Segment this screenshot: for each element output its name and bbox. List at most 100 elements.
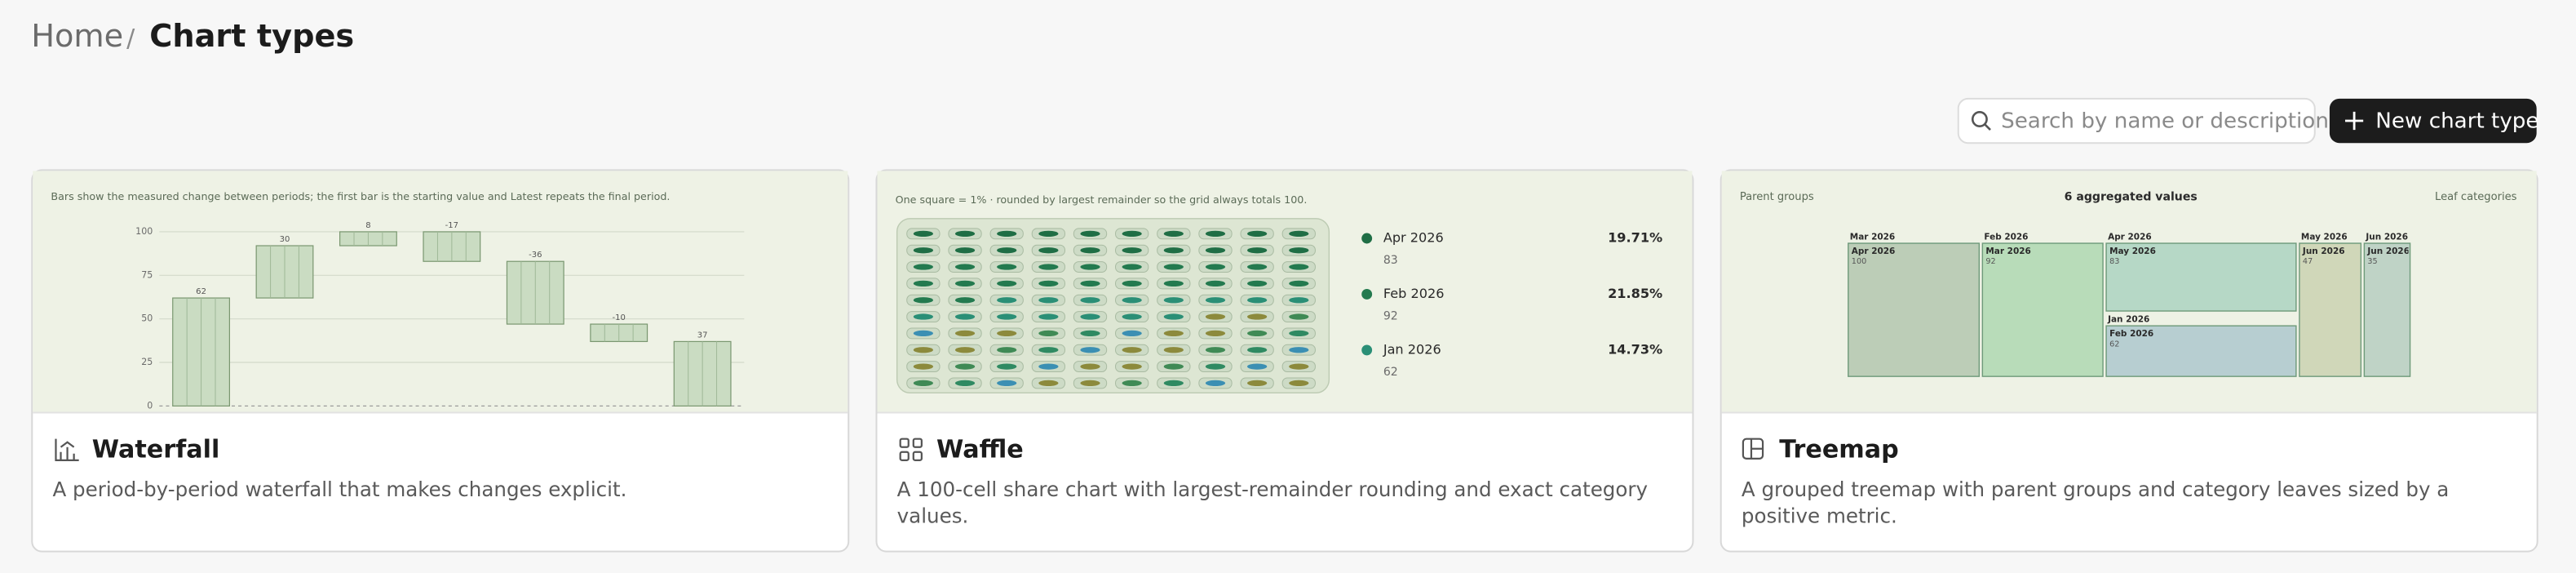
breadcrumb-current: Chart types — [149, 18, 354, 55]
leaf-value: 62 — [2109, 340, 2119, 349]
waffle-dot — [1038, 313, 1059, 320]
waffle-dot — [1122, 247, 1142, 254]
waffle-dot — [1163, 380, 1184, 387]
card-title: Waffle — [936, 435, 1024, 464]
button-label: New chart type — [2375, 109, 2538, 134]
legend-value: 62 — [1383, 366, 1398, 379]
waffle-dot — [1289, 313, 1309, 320]
waffle-dot — [1289, 363, 1309, 370]
group-label: Apr 2026 — [2108, 232, 2152, 242]
waffle-dot — [1163, 363, 1184, 370]
waffle-dot — [913, 380, 933, 387]
breadcrumb-home[interactable]: Home — [31, 18, 123, 55]
leaf — [1981, 242, 2104, 377]
waffle-dot — [1080, 363, 1100, 370]
search-placeholder: Search by name or description — [2001, 109, 2329, 134]
waffle-dot — [1080, 230, 1100, 237]
waffle-dot — [1080, 264, 1100, 270]
card-description-box: A 100-cell share chart with largest-rema… — [897, 478, 1648, 527]
chart-title: 6 aggregated values — [2065, 191, 2198, 204]
legend-share: 19.71% — [1608, 229, 1662, 245]
waffle-dot — [1163, 280, 1184, 286]
waffle-dot — [1247, 264, 1268, 270]
waffle-dot — [954, 297, 976, 304]
card-description-box: A period-by-period waterfall that makes … — [52, 478, 626, 501]
leaf — [2363, 242, 2411, 377]
waffle-icon — [899, 438, 923, 461]
waffle-dot — [954, 380, 976, 387]
leaf-value: 83 — [2109, 257, 2119, 266]
y-tick-label: 50 — [141, 313, 153, 324]
waffle-dot — [1080, 347, 1100, 353]
waffle-dot — [913, 264, 933, 270]
legend-share: 14.73% — [1608, 341, 1662, 357]
group-label: Jan 2026 — [2107, 315, 2149, 325]
leaf-label: May 2026 — [2109, 247, 2156, 256]
waffle-dot — [997, 230, 1017, 237]
legend-share: 21.85% — [1608, 286, 1662, 301]
waffle-dot — [1080, 330, 1100, 337]
leaf-value: 100 — [1852, 257, 1866, 266]
waffle-dot — [997, 247, 1017, 254]
card[interactable]: Waterfall A period-by-period waterfall t… — [31, 169, 850, 553]
search-icon — [1984, 123, 1991, 131]
waffle-dot — [1038, 297, 1059, 304]
waffle-dot — [1122, 230, 1142, 237]
waffle-dot — [1038, 330, 1059, 337]
waffle-dot — [1122, 264, 1142, 270]
card-description: A grouped treemap with parent groups and… — [1741, 478, 2450, 528]
y-tick-label: 0 — [147, 400, 153, 411]
waffle-dot — [1163, 264, 1184, 270]
legend-value: 83 — [1383, 254, 1398, 267]
leaf — [1848, 242, 1981, 377]
search-box[interactable] — [1957, 97, 2316, 144]
leaf-label: Jun 2026 — [2366, 247, 2410, 256]
waffle-dot — [1289, 347, 1309, 353]
waffle-dot — [1038, 264, 1059, 270]
waffle-dot — [913, 280, 933, 286]
waffle-dot — [1163, 247, 1184, 254]
waffle-dot — [1122, 380, 1142, 387]
waffle-dot — [997, 363, 1017, 370]
waffle-dot — [913, 230, 933, 237]
chart-subtitle-left: Parent groups — [1740, 191, 1814, 203]
treemap-icon — [1742, 438, 1764, 460]
waffle-dot — [1080, 247, 1100, 254]
waffle-dot — [1122, 280, 1142, 286]
new-chart-type-button[interactable] — [2329, 98, 2537, 144]
leaf — [2105, 242, 2297, 312]
waffle-dot — [1289, 380, 1309, 387]
waffle-dot — [1247, 380, 1268, 387]
waffle-dot — [913, 297, 933, 304]
search-icon — [1971, 111, 1988, 127]
legend-dot — [1361, 289, 1373, 300]
waffle-dot — [1205, 280, 1226, 286]
waffle-dot — [1247, 330, 1268, 337]
waffle-dot — [954, 247, 976, 254]
waffle-dot — [1080, 313, 1100, 320]
waffle-dot — [997, 297, 1017, 304]
legend-label: Jan 2026 — [1383, 341, 1441, 357]
breadcrumb-separator: / — [126, 24, 135, 53]
value-label: -36 — [529, 251, 542, 260]
legend-dot — [1361, 344, 1373, 356]
waffle-dot — [1247, 313, 1268, 320]
waffle-dot — [1163, 347, 1184, 353]
waffle-dot — [913, 330, 933, 337]
waffle-dot — [1122, 313, 1142, 320]
waffle-dot — [1205, 297, 1226, 304]
waffle-dot — [1247, 230, 1268, 237]
waffle-dot — [1163, 230, 1184, 237]
group-label: Jun 2026 — [2365, 232, 2408, 242]
waffle-dot — [1163, 313, 1184, 320]
waffle-dot — [1205, 313, 1226, 320]
waffle-dot — [1038, 363, 1059, 370]
value-label: 62 — [196, 287, 206, 296]
waffle-dot — [954, 313, 976, 320]
waffle-dot — [997, 330, 1017, 337]
waffle-dot — [1205, 347, 1226, 353]
chart-subtitle: Bars show the measured change between pe… — [51, 190, 670, 202]
waffle-dot — [954, 230, 976, 237]
chart-subtitle: One square = 1% · rounded by largest rem… — [896, 193, 1308, 206]
